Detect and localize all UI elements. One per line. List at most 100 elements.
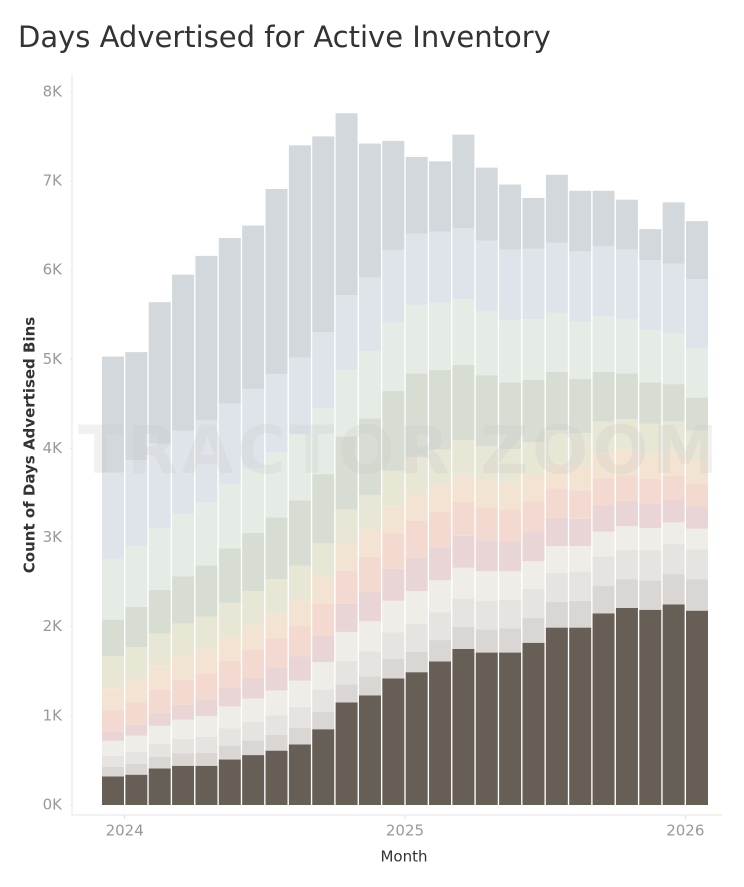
y-tick-label: 5K — [43, 350, 64, 368]
bar-segment — [102, 731, 124, 741]
bar-segment — [522, 379, 545, 443]
bar-segment — [125, 606, 148, 648]
bar-segment — [499, 449, 522, 483]
bar-segment — [639, 423, 662, 455]
bar-segment — [312, 635, 335, 663]
bar-segment — [452, 648, 475, 805]
bar-segment — [312, 712, 335, 730]
bar-segment — [102, 776, 124, 805]
bar-segment — [686, 506, 708, 529]
bar-segment — [429, 161, 452, 232]
bar-segment — [335, 509, 358, 545]
bar-segment — [452, 440, 475, 475]
bar-segment — [686, 579, 708, 611]
chart-title: Days Advertised for Active Inventory — [18, 20, 551, 54]
bar-segment — [312, 662, 335, 690]
bar-segment — [569, 378, 592, 433]
bar-segment — [312, 689, 335, 713]
bar-segment — [312, 603, 335, 636]
bar-segment — [358, 530, 381, 557]
watermark: TRACTOR ZOOM — [78, 412, 722, 489]
bar-segment — [265, 613, 288, 639]
bar-segment — [312, 474, 335, 544]
bar-segment — [545, 462, 568, 489]
bar-segment — [405, 492, 428, 521]
bar-segment — [288, 625, 311, 657]
bar-segment — [242, 591, 265, 625]
bar-segment — [218, 484, 241, 549]
bar-segment — [639, 503, 662, 528]
bar-segment — [102, 558, 124, 620]
bar-segment — [102, 472, 124, 559]
bar-segment — [265, 690, 288, 716]
bar-segment — [662, 543, 685, 575]
bar-segment — [475, 601, 498, 630]
bar-segment — [686, 528, 708, 550]
bar-segment — [592, 505, 615, 532]
bar-segment — [522, 197, 545, 249]
bar-segment — [335, 631, 358, 661]
bar-segment — [148, 633, 171, 667]
bar-segment — [125, 724, 148, 736]
bar-segment — [288, 145, 311, 358]
bar-segment — [335, 702, 358, 805]
bar-segment — [452, 567, 475, 599]
bar-segment — [102, 710, 124, 732]
bar-segment — [522, 475, 545, 502]
bar-segment — [265, 750, 288, 805]
bar-segment — [569, 432, 592, 465]
bar-segment — [592, 371, 615, 422]
y-tick-label: 0K — [43, 796, 64, 814]
bar-segment — [218, 759, 241, 805]
bar-segment — [475, 507, 498, 541]
bar-segment — [172, 513, 195, 577]
bar-segment — [335, 436, 358, 510]
bar-segment — [218, 745, 241, 760]
bar-segment — [125, 647, 148, 680]
bar-segment — [545, 371, 568, 431]
bar-segment — [148, 589, 171, 634]
bar-segment — [195, 752, 218, 766]
bar-segment — [195, 255, 218, 421]
bar-segment — [639, 609, 662, 805]
bar-segment — [452, 364, 475, 441]
bar-segment — [429, 369, 452, 450]
bar-segment — [195, 420, 218, 503]
bar-segment — [265, 715, 288, 736]
bar-segment — [405, 624, 428, 652]
bar-segment — [335, 113, 358, 295]
bar-segment — [686, 484, 708, 507]
bar-segment — [545, 174, 568, 243]
bar-segment — [265, 517, 288, 580]
bar-segment — [405, 156, 428, 234]
bar-segment — [382, 506, 405, 534]
bar-segment — [172, 430, 195, 514]
bar-segment — [218, 238, 241, 404]
bar-segment — [475, 446, 498, 481]
bar-segment — [569, 251, 592, 322]
bar-segment — [545, 627, 568, 805]
bar-segment — [522, 501, 545, 533]
bar-segment — [218, 728, 241, 746]
bar-segment — [592, 531, 615, 557]
bar-segment — [148, 713, 171, 726]
bar-segment — [662, 574, 685, 605]
bar-segment — [358, 494, 381, 531]
bar-segment — [429, 449, 452, 485]
y-tick-label: 1K — [43, 706, 64, 724]
bar-segment — [335, 660, 358, 685]
bar-segment — [195, 699, 218, 717]
bar-segment — [358, 351, 381, 419]
bar-segment — [125, 460, 148, 546]
bar-segment — [592, 585, 615, 614]
bar-segment — [475, 540, 498, 572]
x-tick-label: 2026 — [666, 822, 704, 840]
bar-segment — [569, 627, 592, 805]
x-axis-label: Month — [380, 848, 427, 866]
bar-segment — [148, 527, 171, 590]
bar-segment — [615, 319, 638, 374]
bar-segment — [499, 571, 522, 600]
bar-segment — [499, 509, 522, 542]
bar-segment — [569, 321, 592, 379]
bar-segment — [569, 464, 592, 491]
